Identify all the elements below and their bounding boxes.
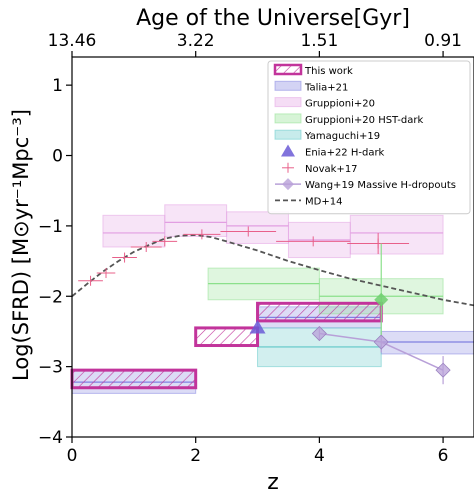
- this-work-box-0: [70, 368, 198, 390]
- y-axis-label: Log(SFRD) [M⊙yr⁻¹Mpc⁻³]: [9, 109, 33, 381]
- this-work-box-2: [256, 301, 383, 323]
- md14-line: [71, 234, 474, 307]
- data-markers: [78, 226, 451, 385]
- this-work-box-1: [194, 326, 260, 348]
- top-tick-label-3: 0.91: [424, 31, 462, 51]
- legend-swatch-5: [281, 144, 295, 157]
- hst-dark-point-0: [374, 292, 389, 307]
- x-axis-label: z: [267, 470, 279, 494]
- legend-swatch-2: [274, 97, 302, 108]
- top-tick-label-2: 1.51: [300, 31, 338, 51]
- wang-point-2: [435, 362, 451, 378]
- box-2-4: [349, 214, 444, 255]
- legend-swatch-1: [274, 80, 302, 91]
- box-2-2: [226, 211, 289, 244]
- box-2-1: [164, 204, 228, 237]
- legend-label-1: Talia+21: [304, 82, 348, 93]
- enia-point-0: [249, 319, 266, 334]
- axes: 10−1−2−3−40 2 4 613.46 3.22 1.51 0.91: [38, 31, 474, 466]
- legend-swatch-7: [282, 178, 294, 191]
- legend-label-7: Wang+19 Massive H-dropouts: [305, 180, 456, 191]
- legend-label-5: Enia+22 H-dark: [305, 148, 385, 159]
- legend-label-0: This work: [304, 66, 353, 77]
- x-tick-label-3: 6: [438, 446, 449, 466]
- legend-box: [267, 60, 471, 215]
- legend-label-2: Gruppioni+20: [305, 99, 375, 110]
- legend-label-4: Yamaguchi+19: [304, 131, 380, 142]
- wang-point-1: [373, 334, 389, 350]
- y-tick-label-0: 1: [52, 76, 63, 96]
- y-tick-label-2: −1: [38, 217, 63, 237]
- box-1-2: [380, 330, 474, 355]
- y-tick-label-5: −4: [38, 428, 63, 448]
- x-tick-label-1: 2: [190, 446, 201, 466]
- x-tick-label-2: 4: [314, 446, 325, 466]
- legend-swatch-0: [273, 63, 303, 76]
- plot-frame: [71, 56, 474, 438]
- legend-label-6: Novak+17: [305, 164, 358, 175]
- wang-point-0: [311, 325, 327, 342]
- y-tick-label-3: −2: [38, 287, 63, 307]
- legend-label-3: Gruppioni+20 HST-dark: [305, 115, 423, 126]
- legend-swatch-4: [274, 129, 302, 140]
- x-tick-label-0: 0: [67, 446, 78, 466]
- top-axis-label: Age of the Universe[Gyr]: [136, 6, 410, 31]
- legend-swatch-3: [274, 113, 302, 124]
- data-boxes: [70, 204, 474, 394]
- y-tick-label-1: 0: [52, 147, 63, 167]
- legend-label-8: MD+14: [305, 196, 342, 207]
- top-tick-label-1: 3.22: [177, 31, 215, 51]
- top-tick-label-0: 13.46: [48, 31, 97, 51]
- y-tick-label-4: −3: [38, 358, 63, 378]
- legend: This work Talia+21 Gruppioni+20 Gruppioni+2…: [267, 60, 471, 215]
